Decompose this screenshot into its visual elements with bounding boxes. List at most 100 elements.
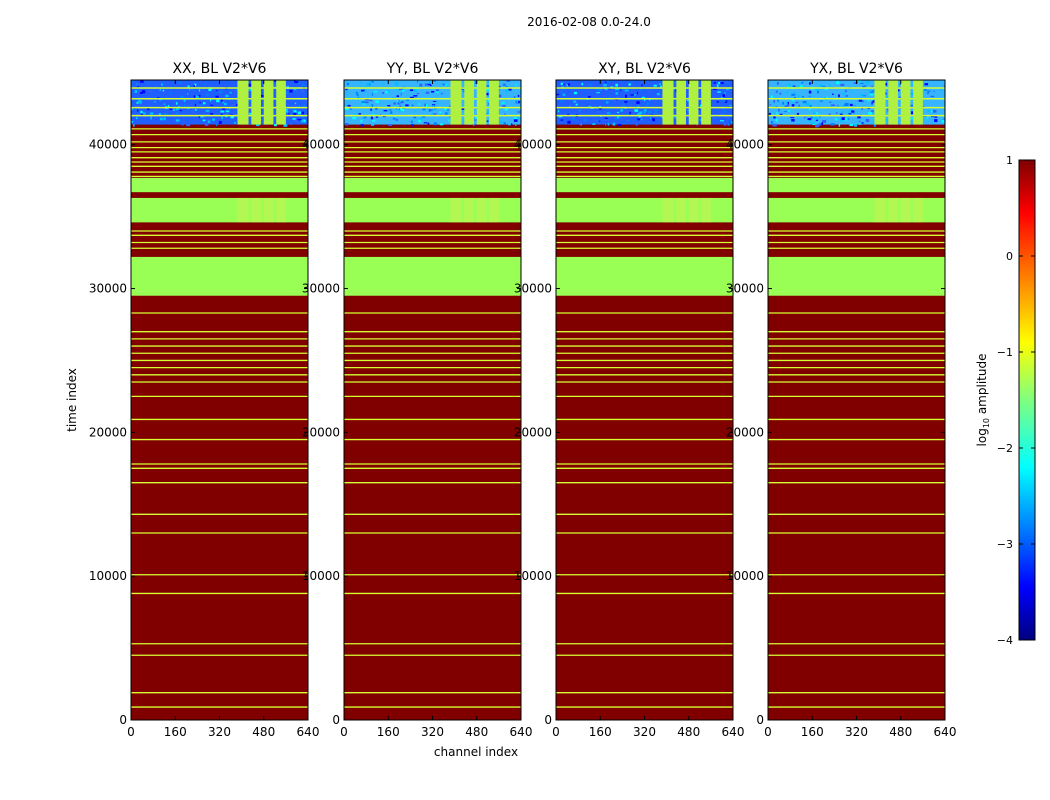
noise-speck <box>630 94 635 96</box>
noise-speck <box>726 89 729 91</box>
noise-speck <box>199 80 203 83</box>
noise-speck <box>221 98 223 102</box>
noise-speck <box>154 110 158 112</box>
y-tick-label: 0 <box>756 713 764 727</box>
noise-speck <box>380 114 382 116</box>
noise-speck <box>649 117 652 120</box>
noise-speck <box>517 94 520 97</box>
noise-speck <box>405 104 409 107</box>
noise-speck <box>397 101 400 104</box>
noise-speck <box>138 88 142 91</box>
noise-speck <box>561 86 565 88</box>
noise-speck <box>461 107 465 110</box>
noise-speck <box>234 90 237 93</box>
x-tick-label: 160 <box>164 725 187 739</box>
noise-speck <box>628 83 631 86</box>
noise-speck <box>815 89 820 91</box>
noise-speck <box>396 83 398 87</box>
x-tick-label: 320 <box>845 725 868 739</box>
noise-speck <box>588 95 591 98</box>
noise-speck <box>560 119 564 121</box>
flagged-channel-column <box>263 80 274 125</box>
noise-speck <box>428 83 431 86</box>
noise-speck <box>416 80 419 83</box>
noise-speck <box>610 86 614 88</box>
x-tick-label: 480 <box>252 725 275 739</box>
noise-speck <box>219 90 223 94</box>
noise-speck <box>773 123 777 127</box>
noise-speck <box>884 96 889 99</box>
noise-speck <box>599 107 602 110</box>
noise-speck <box>791 118 795 122</box>
x-tick-label: 160 <box>589 725 612 739</box>
noise-speck <box>205 110 210 112</box>
y-tick-label: 0 <box>544 713 552 727</box>
noise-speck <box>157 97 160 99</box>
noise-speck <box>146 82 150 84</box>
noise-speck <box>869 90 874 93</box>
noise-speck <box>644 99 646 102</box>
noise-speck <box>222 107 226 110</box>
noise-speck <box>178 81 183 84</box>
noise-speck <box>717 91 721 93</box>
noise-speck <box>345 88 348 91</box>
noise-speck <box>930 95 935 98</box>
noise-speck <box>497 86 501 89</box>
noise-speck <box>871 110 874 113</box>
y-tick-label: 30000 <box>726 282 764 296</box>
noise-speck <box>256 123 260 127</box>
noise-speck <box>381 83 385 85</box>
noise-speck <box>931 120 934 123</box>
noise-speck <box>727 123 730 126</box>
y-tick-label: 10000 <box>89 569 127 583</box>
noise-speck <box>472 123 475 126</box>
noise-speck <box>261 121 264 125</box>
noise-speck <box>657 113 660 116</box>
noise-speck <box>198 115 202 119</box>
noise-speck <box>838 124 841 127</box>
noise-speck <box>383 109 388 112</box>
noise-speck <box>154 85 158 87</box>
x-tick-label: 320 <box>208 725 231 739</box>
noise-speck <box>393 102 396 105</box>
noise-speck <box>297 105 300 107</box>
x-tick-label: 320 <box>421 725 444 739</box>
noise-speck <box>432 100 437 102</box>
noise-speck <box>569 105 572 107</box>
noise-speck <box>501 102 505 104</box>
noise-speck <box>191 111 195 114</box>
noise-speck <box>344 104 347 106</box>
noise-speck <box>567 113 570 116</box>
noise-speck <box>433 122 437 126</box>
noise-speck <box>819 100 824 102</box>
noise-speck <box>724 100 728 103</box>
colorbar-ticks: 1 0 −1 −2 −3 −4 <box>997 154 1035 647</box>
flagged-channel-column <box>888 80 898 125</box>
noise-speck <box>722 94 725 98</box>
noise-speck <box>583 119 585 123</box>
noise-speck <box>233 122 236 124</box>
noise-speck <box>131 107 133 110</box>
x-tick-label: 0 <box>340 725 348 739</box>
noise-speck <box>185 97 188 99</box>
noise-speck <box>641 96 645 100</box>
noise-speck <box>150 112 154 115</box>
flagged-channel-column <box>251 197 261 223</box>
noise-speck <box>284 116 288 120</box>
noise-speck <box>932 109 937 113</box>
x-tick-label: 640 <box>722 725 745 739</box>
noise-speck <box>508 124 511 126</box>
noise-speck <box>615 92 619 95</box>
noise-speck <box>653 84 657 87</box>
noise-speck <box>448 119 450 122</box>
noise-speck <box>175 119 180 122</box>
noise-speck <box>616 111 620 113</box>
noise-speck <box>131 121 133 123</box>
flagged-channel-column <box>263 197 274 223</box>
noise-speck <box>158 112 161 115</box>
noise-speck <box>808 119 812 122</box>
noise-speck <box>166 110 169 113</box>
noise-speck <box>508 88 512 91</box>
noise-speck <box>615 96 620 100</box>
noise-speck <box>150 116 152 120</box>
